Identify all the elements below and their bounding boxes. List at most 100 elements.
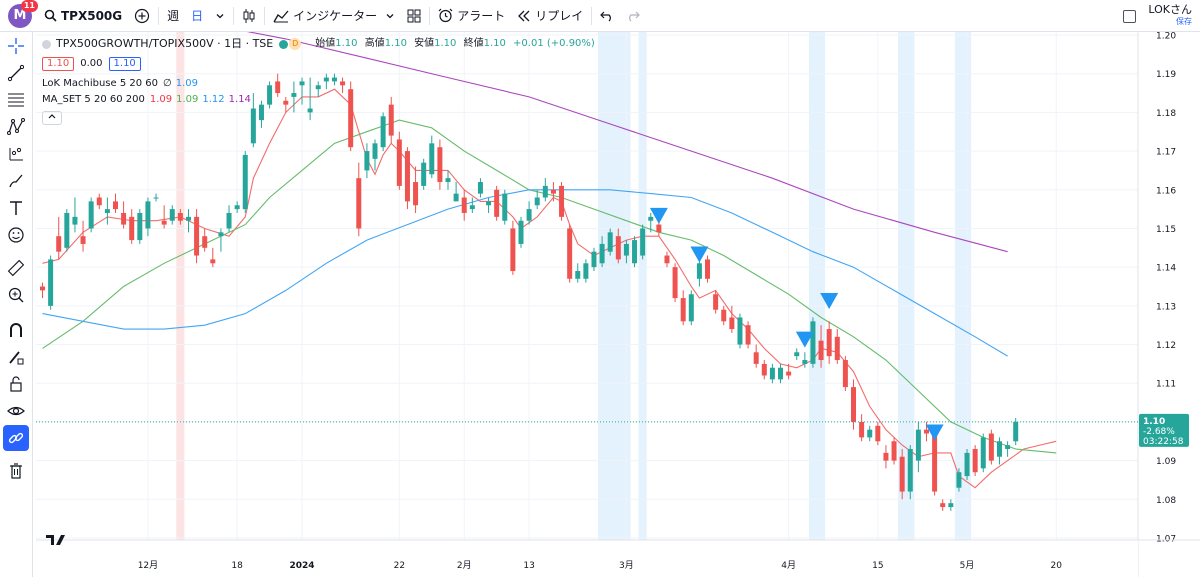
- candle-down[interactable]: [859, 414, 865, 442]
- candle-up[interactable]: [64, 209, 70, 252]
- candle-up[interactable]: [696, 259, 702, 287]
- layouts-button[interactable]: [401, 0, 427, 32]
- pattern-tool[interactable]: [3, 114, 29, 140]
- candle-up[interactable]: [810, 317, 816, 368]
- candle-down[interactable]: [786, 363, 792, 380]
- candle-down[interactable]: [202, 228, 208, 252]
- candle-down[interactable]: [121, 201, 127, 229]
- candle-up[interactable]: [323, 73, 329, 90]
- candle-down[interactable]: [356, 162, 362, 237]
- link-tool[interactable]: [3, 425, 29, 451]
- candle-up[interactable]: [1013, 418, 1019, 446]
- interval-week-button[interactable]: 週: [161, 0, 185, 32]
- delete-tool[interactable]: [3, 458, 29, 484]
- candle-down[interactable]: [875, 421, 881, 446]
- candle-up[interactable]: [307, 77, 313, 121]
- candle-up[interactable]: [575, 263, 581, 283]
- candle-up[interactable]: [867, 425, 873, 442]
- candle-down[interactable]: [340, 77, 346, 94]
- avatar[interactable]: M 11: [8, 0, 38, 28]
- replay-button[interactable]: リプレイ: [511, 0, 589, 32]
- lock-tool[interactable]: [3, 371, 29, 397]
- candle-up[interactable]: [956, 468, 962, 492]
- magnet-tool[interactable]: [3, 317, 29, 343]
- candle-down[interactable]: [972, 445, 978, 477]
- candle-up[interactable]: [486, 197, 492, 213]
- candle-down[interactable]: [826, 321, 832, 364]
- candle-up[interactable]: [648, 212, 654, 233]
- candle-up[interactable]: [145, 197, 151, 237]
- candle-up[interactable]: [996, 437, 1002, 465]
- candle-down[interactable]: [129, 209, 135, 244]
- tv-logo[interactable]: [46, 535, 65, 545]
- candle-down[interactable]: [818, 325, 824, 368]
- candle-down[interactable]: [96, 193, 102, 210]
- candle-down[interactable]: [388, 96, 394, 144]
- candle-up[interactable]: [737, 313, 743, 349]
- price-axis[interactable]: 1.20 1.19 1.18 1.17 1.16 1.15 1.14 1.13 1.12 1.11…: [1137, 32, 1200, 577]
- alert-button[interactable]: アラート: [432, 0, 511, 32]
- candle-down[interactable]: [161, 205, 167, 229]
- candle-down[interactable]: [988, 429, 994, 465]
- candle-up[interactable]: [185, 209, 191, 233]
- candle-up[interactable]: [153, 193, 159, 202]
- candle-up[interactable]: [907, 445, 913, 500]
- candle-up[interactable]: [778, 363, 784, 384]
- candle-down[interactable]: [283, 96, 289, 113]
- visibility-tool[interactable]: [3, 398, 29, 424]
- candle-up[interactable]: [542, 178, 548, 202]
- indicators-button[interactable]: インジケーター: [267, 0, 401, 32]
- candle-up[interactable]: [769, 363, 775, 384]
- candle-up[interactable]: [623, 240, 629, 264]
- candle-up[interactable]: [599, 236, 605, 268]
- candle-up[interactable]: [502, 189, 508, 225]
- candle-down[interactable]: [494, 185, 500, 221]
- candle-down[interactable]: [437, 139, 443, 190]
- candle-up[interactable]: [453, 182, 459, 202]
- candle-up[interactable]: [591, 247, 597, 272]
- candle-down[interactable]: [348, 81, 354, 152]
- candle-down[interactable]: [510, 220, 516, 275]
- compare-button[interactable]: [128, 0, 156, 32]
- fib-tool[interactable]: [3, 87, 29, 113]
- candle-up[interactable]: [267, 81, 273, 109]
- candle-down[interactable]: [413, 166, 419, 213]
- candle-up[interactable]: [169, 205, 175, 225]
- candle-down[interactable]: [40, 282, 45, 299]
- candle-up[interactable]: [1005, 441, 1011, 457]
- interval-dropdown[interactable]: [209, 0, 231, 32]
- candle-down[interactable]: [834, 329, 840, 364]
- draw-mode-tool[interactable]: [3, 344, 29, 370]
- candle-up[interactable]: [518, 216, 524, 248]
- candle-down[interactable]: [672, 263, 678, 302]
- candle-up[interactable]: [534, 189, 540, 210]
- candle-down[interactable]: [615, 228, 621, 264]
- undo-button[interactable]: [594, 0, 620, 32]
- brush-tool[interactable]: [3, 168, 29, 194]
- candle-up[interactable]: [331, 73, 337, 86]
- buy-button[interactable]: 1.10: [108, 57, 141, 71]
- candle-up[interactable]: [315, 81, 321, 97]
- candle-down[interactable]: [713, 290, 719, 314]
- candle-up[interactable]: [583, 259, 589, 283]
- indicator-row-2[interactable]: MA_SET 5 20 60 200 1.09 1.09 1.12 1.14: [42, 92, 595, 108]
- candle-down[interactable]: [729, 305, 735, 333]
- candle-up[interactable]: [964, 449, 970, 480]
- candle-down[interactable]: [559, 182, 565, 221]
- candle-down[interactable]: [721, 305, 727, 326]
- candle-up[interactable]: [218, 228, 224, 252]
- crosshair-tool[interactable]: [3, 33, 29, 59]
- sell-button[interactable]: 1.10: [42, 57, 75, 71]
- candle-down[interactable]: [680, 290, 686, 326]
- candle-up[interactable]: [234, 201, 240, 213]
- candle-down[interactable]: [883, 445, 889, 469]
- candle-up[interactable]: [429, 135, 435, 179]
- candle-up[interactable]: [802, 352, 808, 368]
- user-menu[interactable]: LOKさん 保存: [1148, 4, 1200, 28]
- candle-up[interactable]: [380, 112, 386, 152]
- candle-down[interactable]: [745, 321, 751, 349]
- chart-type-button[interactable]: [236, 0, 262, 32]
- candle-up[interactable]: [421, 158, 427, 190]
- candle-up[interactable]: [226, 205, 232, 233]
- candle-up[interactable]: [88, 197, 94, 233]
